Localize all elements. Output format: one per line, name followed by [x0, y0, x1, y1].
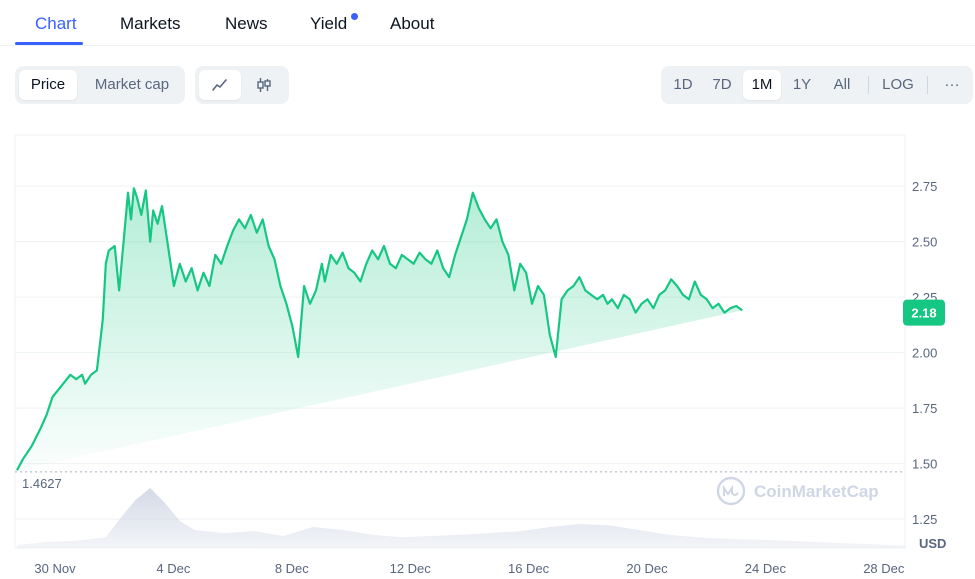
price-marketcap-toggle: Price Market cap: [15, 66, 185, 104]
price-chart[interactable]: 1.4627 CoinMarketCap 2.752.502.252.001.7…: [0, 120, 975, 579]
y-tick-label: 1.75: [912, 401, 937, 416]
market-cap-button[interactable]: Market cap: [94, 76, 170, 93]
range-1y-button[interactable]: 1Y: [792, 76, 812, 93]
range-divider: [927, 76, 928, 94]
coinmarketcap-logo-icon: [716, 476, 746, 506]
y-tick-label: 1.50: [912, 457, 937, 472]
coinmarketcap-logo-mark: [723, 484, 739, 496]
time-range-selector: 1D 7D 1M 1Y All LOG ···: [661, 66, 973, 104]
x-tick-label: 16 Dec: [508, 561, 550, 576]
y-tick-label: 1.25: [912, 512, 937, 527]
candlestick-icon[interactable]: [243, 70, 285, 100]
x-tick-label: 30 Nov: [34, 561, 76, 576]
x-tick-label: 20 Dec: [626, 561, 668, 576]
active-tab-indicator: [15, 42, 83, 45]
tab-yield[interactable]: Yield: [310, 14, 348, 33]
watermark-text: CoinMarketCap: [754, 482, 879, 501]
price-line[interactable]: [16, 187, 743, 471]
current-price-badge: [903, 299, 945, 326]
y-tick-label: 2.75: [912, 179, 937, 194]
tab-about[interactable]: About: [390, 14, 435, 33]
more-options-button[interactable]: ···: [944, 76, 960, 93]
tab-chart[interactable]: Chart: [35, 14, 77, 33]
log-scale-button[interactable]: LOG: [882, 76, 914, 93]
currency-label: USD: [919, 536, 946, 551]
price-button[interactable]: Price: [19, 70, 77, 100]
tab-news[interactable]: News: [225, 14, 268, 33]
range-divider: [868, 76, 869, 94]
tab-markets[interactable]: Markets: [120, 14, 181, 33]
x-tick-label: 12 Dec: [390, 561, 432, 576]
range-7d-button[interactable]: 7D: [712, 76, 732, 93]
range-all-button[interactable]: All: [833, 76, 851, 93]
x-tick-label: 24 Dec: [745, 561, 787, 576]
line-chart-icon[interactable]: [199, 70, 241, 100]
chart-type-toggle: [195, 66, 289, 104]
price-area-fill: [17, 188, 743, 471]
y-tick-label: 2.50: [912, 235, 937, 250]
range-1m-button[interactable]: 1M: [743, 70, 781, 100]
volume-area: [17, 488, 905, 548]
yield-notification-dot: [351, 13, 358, 20]
x-tick-label: 4 Dec: [156, 561, 190, 576]
y-tick-label: 2.00: [912, 346, 937, 361]
range-1d-button[interactable]: 1D: [673, 76, 693, 93]
tab-bar: Chart Markets News Yield About: [0, 0, 975, 46]
x-tick-label: 28 Dec: [863, 561, 905, 576]
current-price-label: 2.18: [911, 306, 936, 321]
x-tick-label: 8 Dec: [275, 561, 309, 576]
start-price-label: 1.4627: [22, 476, 62, 491]
